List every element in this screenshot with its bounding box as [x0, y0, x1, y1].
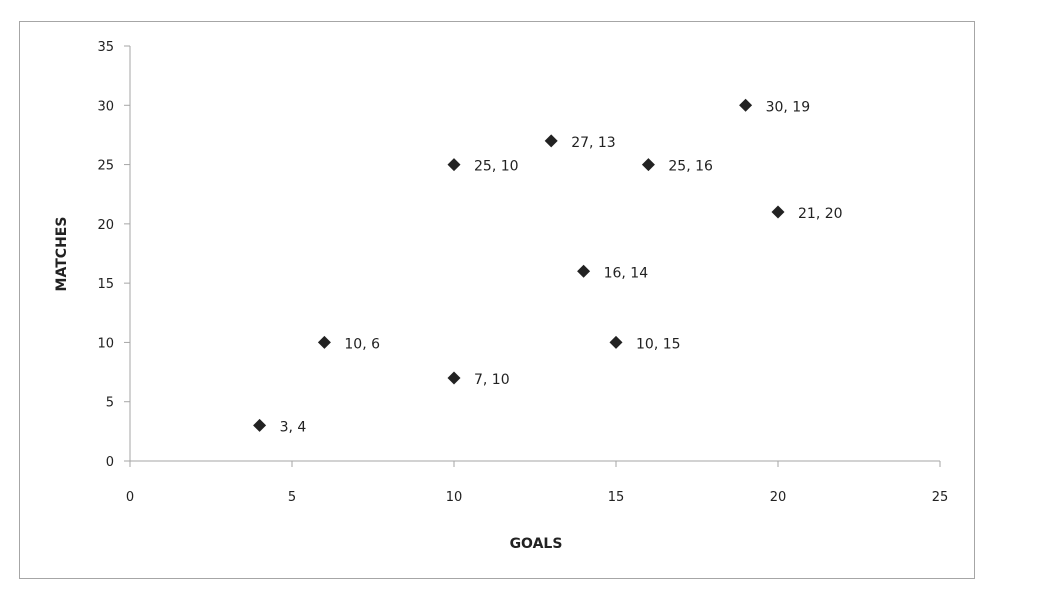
data-point: [447, 371, 461, 385]
x-tick-label: 0: [126, 490, 134, 505]
data-label: 3, 4: [280, 419, 307, 435]
data-label: 7, 10: [474, 372, 510, 388]
data-point: [577, 264, 591, 278]
data-label: 21, 20: [798, 206, 843, 222]
x-tick-label: 10: [446, 490, 463, 505]
data-label: 25, 10: [474, 159, 519, 175]
data-label: 27, 13: [571, 135, 616, 151]
data-label: 30, 19: [766, 99, 811, 115]
data-label: 25, 16: [668, 159, 713, 175]
data-point: [641, 158, 655, 172]
y-tick-label: 20: [97, 218, 114, 233]
y-tick-label: 30: [97, 99, 114, 114]
data-label: 16, 14: [604, 265, 649, 281]
y-tick-label: 25: [97, 159, 114, 174]
y-tick-label: 15: [97, 277, 114, 292]
data-point: [609, 335, 623, 349]
y-axis-label: MATCHES: [54, 217, 70, 292]
y-tick-label: 35: [97, 40, 114, 55]
data-point: [317, 335, 331, 349]
data-point: [253, 418, 267, 432]
x-tick-label: 5: [288, 490, 296, 505]
y-tick-label: 10: [97, 336, 114, 351]
data-label: 10, 6: [344, 336, 380, 352]
chart-frame: [19, 21, 975, 579]
y-tick-label: 5: [106, 396, 114, 411]
x-tick-label: 20: [770, 490, 787, 505]
data-point: [447, 158, 461, 172]
x-tick-label: 15: [608, 490, 625, 505]
data-point: [771, 205, 785, 219]
y-tick-label: 0: [106, 455, 114, 470]
x-tick-label: 25: [932, 490, 949, 505]
data-point: [544, 134, 558, 148]
data-point: [739, 98, 753, 112]
x-axis-label: GOALS: [510, 536, 563, 552]
data-label: 10, 15: [636, 336, 681, 352]
